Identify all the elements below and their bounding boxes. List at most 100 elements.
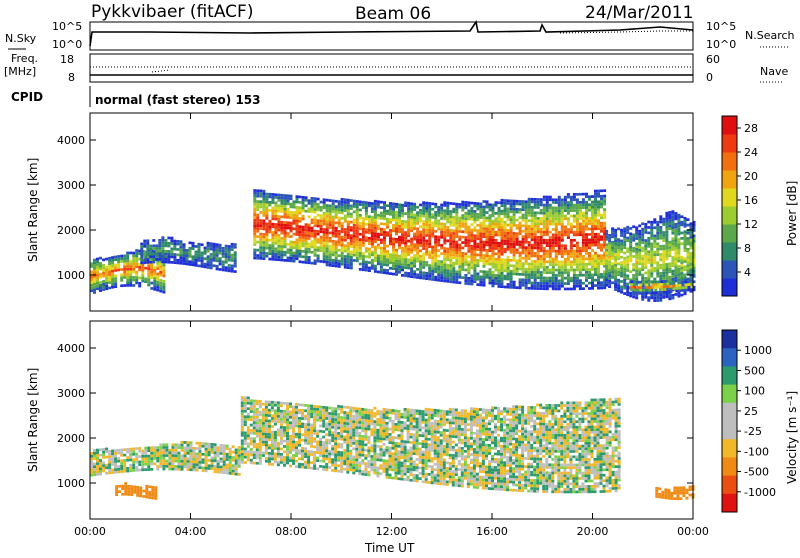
heat-cell (410, 216, 413, 219)
heat-cell (428, 232, 431, 235)
heat-cell (274, 250, 277, 253)
heat-cell (198, 246, 201, 249)
heat-cell (213, 251, 216, 254)
heat-cell (690, 225, 693, 228)
heat-cell (516, 208, 519, 211)
heat-cell (168, 465, 171, 468)
heat-cell (561, 274, 564, 277)
heat-cell (507, 229, 510, 232)
heat-cell (268, 452, 271, 455)
heat-cell (179, 262, 182, 265)
heat-cell (135, 453, 138, 456)
heat-cell (687, 264, 690, 267)
heat-cell (665, 225, 668, 228)
heat-cell (443, 255, 446, 258)
heat-cell (428, 256, 431, 259)
heat-cell (277, 253, 280, 256)
heat-cell (608, 237, 611, 240)
heat-cell (510, 227, 513, 230)
station-title: Pykkvibaer (fitACF) (91, 2, 253, 22)
heat-cell (600, 217, 603, 220)
heat-cell (398, 241, 401, 244)
heat-cell (458, 230, 461, 233)
heat-cell (552, 263, 555, 266)
heat-cell (99, 257, 102, 260)
heat-cell (225, 253, 228, 256)
heat-cell (277, 248, 280, 251)
heat-cell (253, 446, 256, 449)
heat-cell (510, 205, 513, 208)
heat-cell (262, 247, 265, 250)
heat-cell (205, 443, 208, 446)
heat-cell (283, 461, 286, 464)
heat-cell (641, 222, 644, 225)
heat-cell (259, 435, 262, 438)
heat-cell (525, 279, 528, 282)
heat-cell (253, 205, 256, 208)
heat-cell (159, 271, 162, 274)
heat-cell (181, 463, 184, 466)
heat-cell (437, 249, 440, 252)
heat-cell (525, 263, 528, 266)
heat-cell (638, 249, 641, 252)
heat-cell (120, 451, 123, 454)
heat-cell (585, 195, 588, 198)
heat-cell (132, 257, 135, 260)
heat-cell (419, 263, 422, 266)
heat-cell (277, 196, 280, 199)
heat-cell (383, 244, 386, 247)
heat-cell (187, 444, 190, 447)
heat-cell (410, 224, 413, 227)
heat-cell (395, 268, 398, 271)
heat-cell (220, 471, 223, 474)
heat-cell (564, 277, 567, 280)
heat-cell (219, 260, 222, 263)
heat-cell (253, 437, 256, 440)
heat-cell (632, 250, 635, 253)
heat-cell (284, 246, 287, 249)
heat-cell (635, 256, 638, 259)
heat-cell (513, 251, 516, 254)
heat-cell (126, 281, 129, 284)
heat-cell (452, 254, 455, 257)
heat-cell (124, 488, 127, 491)
heat-cell (690, 252, 693, 255)
heat-cell (205, 456, 208, 459)
heat-cell (344, 234, 347, 237)
heat-cell (452, 202, 455, 205)
heat-cell (280, 410, 283, 413)
heat-cell (470, 264, 473, 267)
heat-cell (458, 260, 461, 263)
heat-cell (492, 220, 495, 223)
heat-cell (588, 209, 591, 212)
heat-cell (531, 220, 534, 223)
heat-cell (108, 270, 111, 273)
heat-cell (489, 263, 492, 266)
heat-cell (153, 449, 156, 452)
heat-cell (449, 248, 452, 251)
heat-cell (413, 249, 416, 252)
heat-cell (674, 212, 677, 215)
heat-cell (641, 298, 644, 301)
heat-cell (130, 493, 133, 496)
heat-cell (623, 230, 626, 233)
heat-cell (317, 203, 320, 206)
heat-cell (659, 253, 662, 256)
heat-cell (489, 230, 492, 233)
heat-cell (522, 238, 525, 241)
heat-cell (582, 231, 585, 234)
heat-cell (431, 262, 434, 265)
heat-cell (473, 221, 476, 224)
heat-cell (455, 281, 458, 284)
heat-cell (659, 226, 662, 229)
heat-cell (256, 189, 259, 192)
heat-cell (268, 258, 271, 261)
heat-cell (401, 250, 404, 253)
heat-cell (296, 257, 299, 260)
heat-cell (371, 221, 374, 224)
heat-cell (458, 263, 461, 266)
heat-cell (293, 244, 296, 247)
heat-cell (486, 203, 489, 206)
heat-cell (159, 449, 162, 452)
heat-cell (136, 486, 139, 489)
